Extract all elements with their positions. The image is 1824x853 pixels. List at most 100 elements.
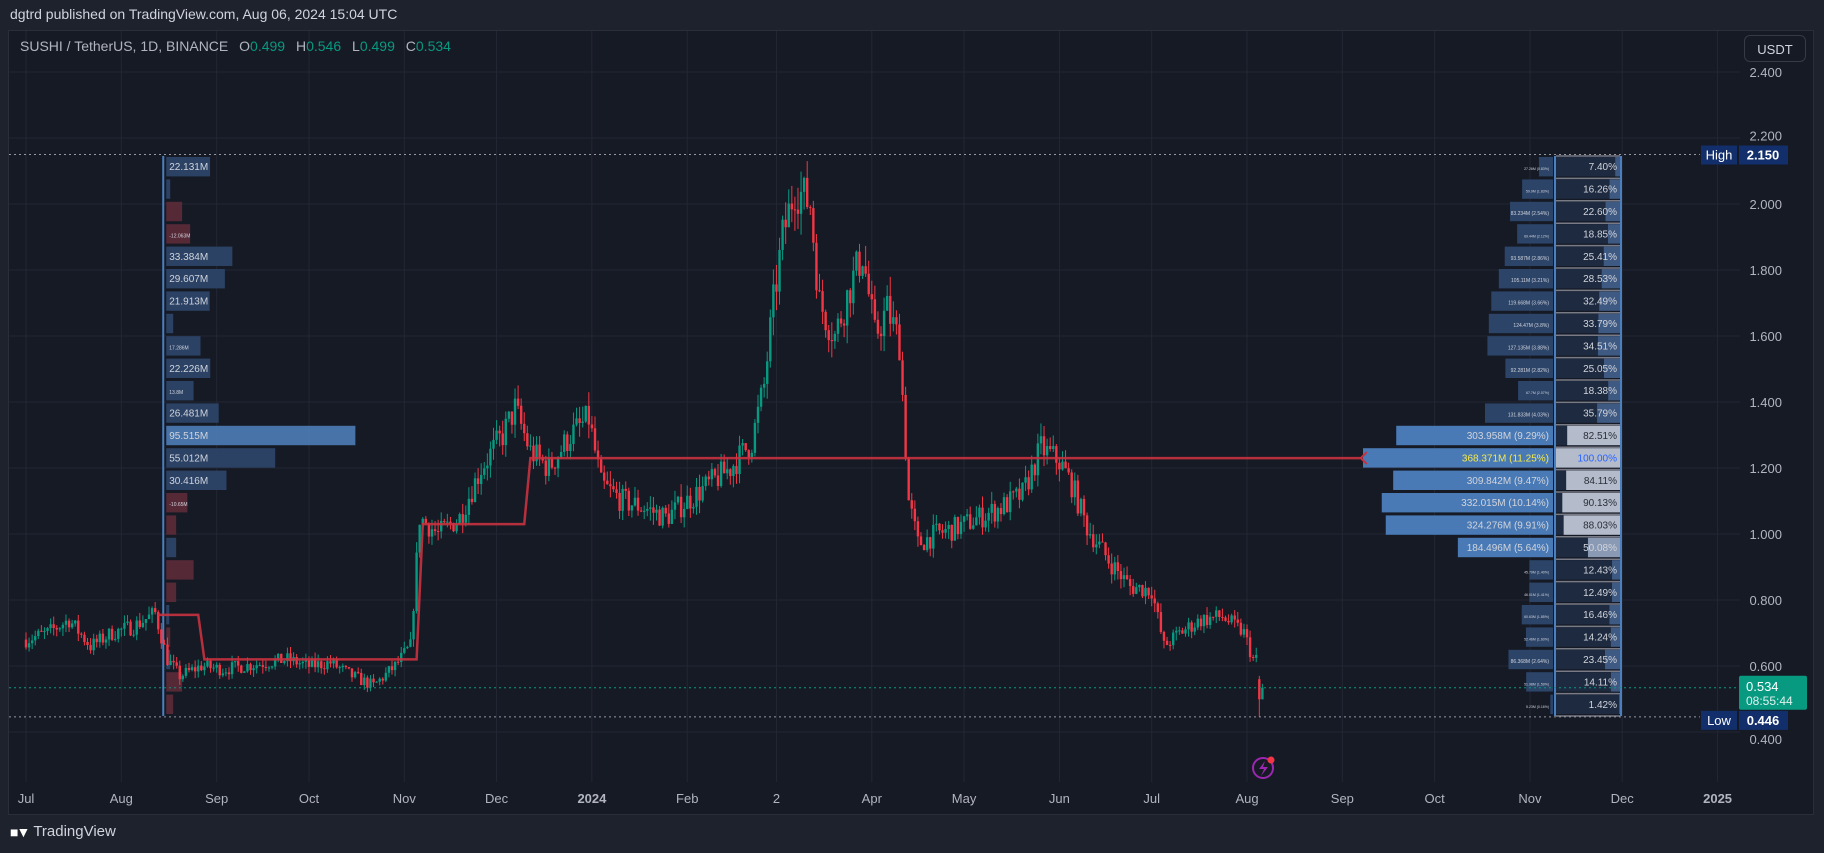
candle-body — [1187, 622, 1190, 630]
percent-cell — [1556, 157, 1620, 177]
percent-fill — [1556, 448, 1620, 468]
percent-cell — [1556, 605, 1620, 625]
candle-body — [70, 623, 74, 628]
candle — [787, 189, 790, 228]
candle-body — [913, 508, 917, 522]
percent-fill — [1619, 694, 1620, 714]
candle-body — [1202, 614, 1206, 627]
percent-fill — [1587, 537, 1620, 558]
candle-body — [476, 478, 480, 484]
candle-body — [390, 666, 394, 671]
percent-cell — [1556, 201, 1620, 222]
candle-body — [1055, 446, 1058, 463]
candle-body — [295, 657, 298, 665]
candle — [504, 411, 507, 457]
candle — [1162, 630, 1166, 649]
candle — [1215, 606, 1218, 624]
candle — [842, 319, 846, 338]
candle — [166, 637, 169, 666]
right-profile-row: 51.98M (1.59%) 14.11% — [1524, 670, 1620, 692]
candle-body — [313, 658, 317, 668]
footer-brand[interactable]: ■▼ TradingView — [10, 823, 116, 840]
candle — [904, 386, 907, 461]
candle — [615, 481, 618, 499]
right-profile-row: 119.668M (3.66%) 32.49% — [1491, 289, 1620, 311]
candle-body — [935, 523, 938, 525]
candle — [818, 273, 821, 293]
right-profile-label: 27.26M (0.83%) — [1524, 167, 1549, 171]
right-profile-row: 45.79M (1.40%) 12.43% — [1524, 558, 1620, 580]
candle — [858, 243, 861, 283]
candle — [553, 466, 557, 475]
candle — [655, 504, 658, 521]
right-profile-bar — [1510, 201, 1553, 222]
right-profile-label: 5.23M (0.16%) — [1526, 705, 1549, 709]
candle — [861, 265, 864, 280]
candle — [639, 506, 643, 513]
candle — [1092, 524, 1095, 553]
candle-body — [289, 653, 292, 662]
candle — [169, 654, 172, 666]
candle-body — [769, 317, 772, 362]
poc-arrow-icon — [1359, 451, 1368, 465]
candle-body — [870, 294, 873, 300]
percent-fill — [1601, 269, 1620, 289]
candle-body — [363, 677, 366, 686]
candle — [606, 471, 609, 485]
candle — [1101, 533, 1104, 543]
left-profile-row: 13.8M — [166, 381, 194, 401]
candle-body — [1058, 462, 1061, 470]
candle — [661, 506, 664, 529]
candle-body — [123, 622, 126, 629]
candle — [83, 631, 86, 646]
candle-body — [1153, 598, 1156, 604]
right-profile-bar — [1518, 381, 1553, 401]
high-label-bg — [1701, 145, 1737, 165]
candle — [667, 504, 671, 528]
candle — [1033, 463, 1036, 482]
candle — [1076, 474, 1080, 517]
candle — [1255, 647, 1258, 663]
candle-body — [409, 639, 412, 647]
right-profile-bar — [1505, 358, 1553, 378]
symbol-name[interactable]: SUSHI / TetherUS, 1D, BINANCE — [20, 38, 229, 54]
candle-body — [587, 405, 591, 425]
candle — [1005, 494, 1009, 513]
left-profile-bar — [166, 694, 174, 714]
candle-body — [301, 661, 305, 664]
candle — [1199, 615, 1203, 631]
candle-body — [64, 620, 68, 625]
candle-body — [144, 619, 148, 623]
candle-body — [113, 638, 117, 640]
candle — [559, 445, 563, 459]
candle-body — [141, 622, 145, 628]
candle-body — [1181, 630, 1184, 634]
candle-body — [695, 486, 698, 507]
candle-body — [652, 507, 655, 513]
candle — [547, 448, 551, 482]
candle — [175, 656, 178, 669]
candle — [117, 627, 120, 643]
candle — [652, 496, 655, 525]
percent-label: 35.79% — [1583, 409, 1617, 420]
candle-body — [895, 317, 898, 325]
percent-fill — [1562, 493, 1620, 513]
right-profile-label: 67.7M (2.07%) — [1526, 391, 1549, 395]
left-profile-row: 95.515M — [166, 425, 356, 446]
left-profile-bar — [166, 493, 188, 513]
right-profile-label: 83.234M (2.54%) — [1511, 211, 1550, 217]
candle-body — [892, 317, 895, 324]
lightning-alert-icon[interactable] — [1252, 756, 1275, 779]
candle-body — [1156, 603, 1160, 613]
candle-body — [181, 675, 185, 680]
candle — [849, 288, 852, 318]
candle-body — [676, 496, 680, 503]
candle-body — [627, 490, 631, 511]
currency-button[interactable]: USDT — [1744, 35, 1806, 62]
candle — [129, 619, 132, 637]
percent-fill — [1598, 313, 1620, 334]
low-value-bg — [1739, 710, 1788, 730]
candle-body — [667, 513, 671, 524]
candle-body — [578, 418, 581, 423]
